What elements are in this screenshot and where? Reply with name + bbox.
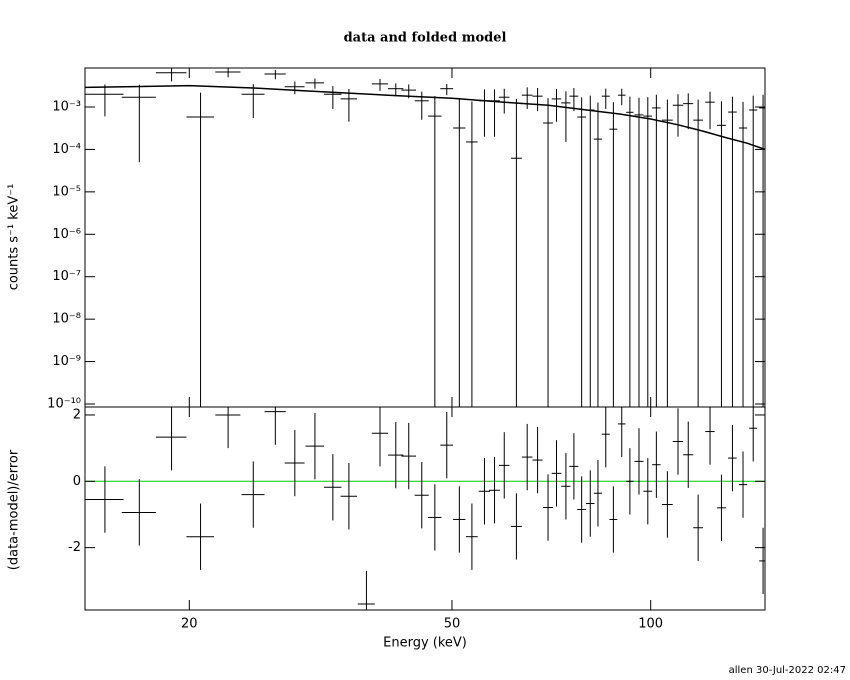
x-tick-label: 100	[638, 617, 663, 632]
y-tick-label: -2	[68, 540, 81, 555]
plot-area	[85, 407, 765, 610]
y-axis-label: (data-model)/error	[7, 449, 22, 570]
y-tick-label: 10⁻¹⁰	[47, 397, 81, 412]
chart-title: data and folded model	[344, 31, 507, 46]
y-axis-label: counts s⁻¹ keV⁻¹	[7, 184, 22, 291]
y-tick-label: 10⁻⁶	[52, 227, 81, 242]
y-tick-label: 10⁻⁷	[52, 269, 81, 284]
plot-frame	[84, 406, 766, 611]
y-tick-label: 10⁻⁹	[52, 354, 81, 369]
y-tick-label: 0	[73, 474, 81, 489]
y-tick-label: 10⁻⁸	[52, 312, 81, 327]
x-tick-label: 20	[181, 617, 198, 632]
y-tick-label: 10⁻⁵	[52, 184, 81, 199]
y-tick-label: 2	[73, 407, 81, 422]
x-tick-label: 50	[444, 617, 461, 632]
y-tick-label: 10⁻⁴	[52, 142, 81, 157]
x-axis-label: Energy (keV)	[383, 636, 467, 651]
y-tick-label: 10⁻³	[52, 99, 81, 114]
plot-area	[85, 68, 765, 407]
footer: allen 30-Jul-2022 02:47	[729, 665, 846, 676]
